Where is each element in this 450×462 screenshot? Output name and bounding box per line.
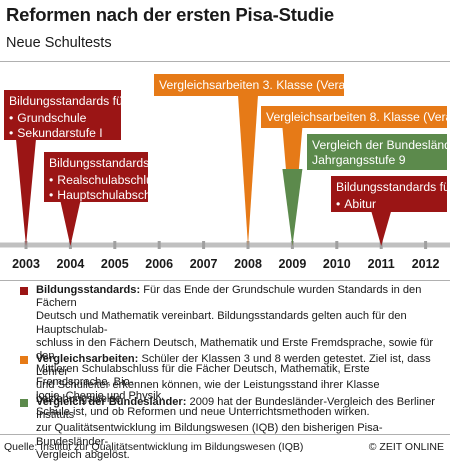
callout-heading: Vergleichsarbeiten 3. Klasse (Vera 3) xyxy=(159,78,360,92)
timeline-divider xyxy=(0,280,450,281)
year-label: 2008 xyxy=(234,257,262,271)
callout-pointer xyxy=(371,211,392,246)
timeline-callout: Vergleichsarbeiten 3. Klasse (Vera 3) xyxy=(154,74,360,96)
callout-pointer xyxy=(16,139,36,246)
footer-divider xyxy=(0,434,450,435)
year-label: 2004 xyxy=(56,257,85,271)
legend-text: Vergleich der Bundesländer: 2009 hat der… xyxy=(36,396,442,462)
year-tick xyxy=(202,241,206,249)
timeline-callout: Vergleichsarbeiten 8. Klasse (Vera 8) xyxy=(261,106,450,128)
timeline-callout: Bildungsstandards für: GrundschuleSekunda… xyxy=(4,90,131,141)
legend-line: Deutsch und Mathematik vereinbart. Bildu… xyxy=(36,310,407,336)
year-label: 2009 xyxy=(278,257,307,271)
callout-pointer xyxy=(60,201,81,246)
legend-text: Bildungsstandards: Für das Ende der Grun… xyxy=(36,284,442,403)
callout-list-item: Grundschule xyxy=(9,111,116,126)
legend-line: schluss in den Fächern Deutsch, Mathemat… xyxy=(36,336,434,363)
legend-line: Mittleren Schulabschluss für die Fächer … xyxy=(36,363,370,389)
legend-swatch-green xyxy=(20,399,28,407)
callout-list: RealschulabschlussHauptschulabschluss xyxy=(49,173,172,203)
year-label: 2005 xyxy=(100,257,129,271)
callout-list: GrundschuleSekundarstufe I xyxy=(9,111,116,141)
year-label: 2003 xyxy=(12,257,40,271)
callout-heading: Bildungsstandards für: xyxy=(336,180,450,194)
footer: Quelle: Institut zur Qualitätsentwicklun… xyxy=(0,435,450,458)
year-label: 2007 xyxy=(189,257,218,271)
callout-heading: Vergleich der Bundesländer, xyxy=(312,138,450,152)
year-label: 2006 xyxy=(145,257,174,271)
legend-line: Schule ist, und ob Reformen und neue Unt… xyxy=(36,405,370,418)
legend-line: und Schulleiter erkennen können, wie der… xyxy=(36,379,380,405)
legend-line: 2009 hat der Bundesländer-Vergleich des … xyxy=(36,396,435,422)
year-label: 2012 xyxy=(411,257,440,271)
callout-list: Abitur xyxy=(336,197,442,212)
timeline-callout: Bildungsstandards für: Realschulabschluss… xyxy=(44,152,172,203)
legend-line: logie, Chemie und Physik. xyxy=(36,389,165,402)
callout-list-item: Hauptschulabschluss xyxy=(49,188,172,203)
year-label: 2010 xyxy=(322,257,351,271)
year-tick xyxy=(113,241,117,249)
callout-heading: Bildungsstandards für: xyxy=(9,94,131,108)
timeline-callouts: 2003 2004 2005 2006 2007 2008 2009 2010 2011 2012… xyxy=(0,62,450,282)
legend-text: Vergleichsarbeiten: Schüler der Klassen … xyxy=(36,353,442,419)
page-subtitle: Neue Schultests xyxy=(6,35,112,51)
legend-term: Bildungsstandards: xyxy=(36,284,141,296)
year-label: 2011 xyxy=(367,257,395,271)
year-tick xyxy=(424,241,428,249)
year-tick xyxy=(335,241,339,249)
callout-list-item: Sekundarstufe I xyxy=(9,126,116,141)
callout-pointer xyxy=(282,169,303,246)
callout-heading: Vergleichsarbeiten 8. Klasse (Vera 8) xyxy=(266,110,450,124)
legend-line: Schüler der Klassen 3 und 8 werden getes… xyxy=(36,353,431,379)
legend-line: zur Qualitätsentwicklung im Bildungswese… xyxy=(36,422,383,448)
legend-swatch-orange xyxy=(20,356,28,364)
legend-term: Vergleich der Bundesländer: xyxy=(36,396,187,408)
callout-heading: Jahrgangsstufe 9 xyxy=(312,153,406,167)
timeline: 2003 2004 2005 2006 2007 2008 2009 2010 2011 2012… xyxy=(0,62,450,282)
timeline-graphic xyxy=(0,95,450,249)
callout-heading: Bildungsstandards für: xyxy=(49,156,171,170)
top-divider xyxy=(0,61,450,62)
timeline-callout: Vergleich der Bundesländer, Jahrgangsstuf… xyxy=(307,134,450,170)
callout-pointer xyxy=(238,95,258,246)
callout-list-item: Realschulabschluss xyxy=(49,173,165,188)
timeline-callout: Bildungsstandards für: Abitur xyxy=(331,176,450,212)
legend-line: Für das Ende der Grundschule wurden Stan… xyxy=(36,284,422,310)
copyright-note: © ZEIT ONLINE xyxy=(368,441,444,453)
legend-term: Vergleichsarbeiten: xyxy=(36,353,139,365)
callout-list-item: Abitur xyxy=(336,197,442,212)
legend-swatch-red xyxy=(20,287,28,295)
source-note: Quelle: Institut zur Qualitätsentwicklun… xyxy=(4,441,304,453)
page-title: Reformen nach der ersten Pisa-Studie xyxy=(6,4,334,25)
year-tick xyxy=(157,241,161,249)
